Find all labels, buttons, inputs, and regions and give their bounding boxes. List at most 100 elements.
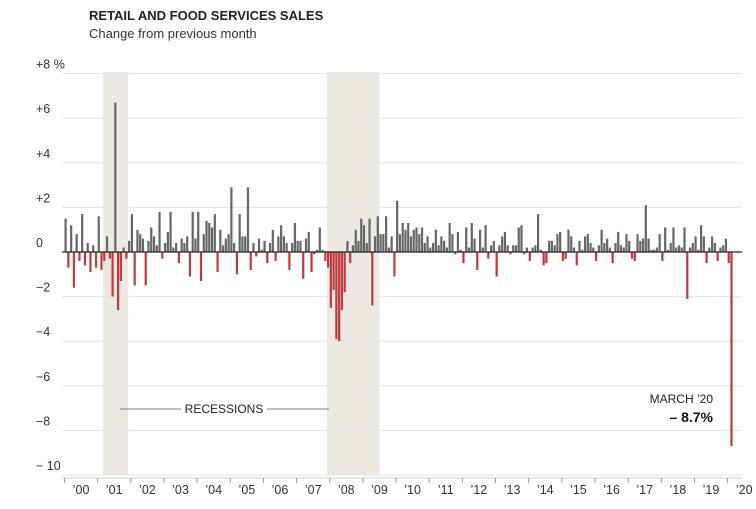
bar (293, 223, 297, 252)
bar (180, 238, 183, 252)
bar (536, 214, 540, 252)
x-tick-label: ’19 (703, 483, 720, 497)
bar (216, 252, 219, 273)
bar (614, 243, 617, 252)
bar (172, 247, 175, 252)
bar (122, 247, 125, 252)
bar (252, 243, 255, 252)
bar (144, 252, 147, 286)
bar (559, 231, 562, 252)
bar (495, 252, 498, 277)
bar (147, 240, 150, 252)
bar (241, 236, 244, 252)
bar (724, 238, 728, 252)
x-tick-label: ’09 (371, 483, 388, 497)
bar (255, 252, 258, 257)
y-tick-label: +8 % (36, 58, 65, 72)
bar (332, 252, 335, 290)
bar (476, 252, 479, 270)
bar (473, 238, 476, 252)
x-tick-label: ’14 (537, 483, 554, 497)
bar (572, 247, 576, 252)
bar (133, 252, 136, 286)
x-tick-label: ’07 (305, 483, 322, 497)
bar (282, 236, 285, 252)
bar (545, 252, 548, 264)
bar (266, 252, 269, 264)
bar (431, 243, 435, 252)
bar (628, 240, 631, 252)
bar (393, 252, 396, 277)
bar (108, 252, 111, 259)
annotation-value: – 8.7% (669, 409, 713, 425)
bar (498, 245, 501, 252)
chart-title: RETAIL AND FOOD SERVICES SALES (89, 8, 324, 23)
x-tick-label: ’18 (670, 483, 687, 497)
bar (360, 218, 363, 252)
bar (321, 249, 324, 252)
bar (708, 247, 711, 252)
y-tick-label: −8 (36, 414, 50, 428)
bar (606, 238, 609, 252)
x-tick-label: ’20 (736, 483, 753, 497)
bar (390, 236, 393, 252)
x-tick-label: ’06 (272, 483, 289, 497)
bar (304, 238, 308, 252)
bar (376, 216, 379, 252)
bar (666, 249, 670, 252)
bar (213, 214, 216, 252)
bar (365, 243, 368, 252)
bar (210, 227, 214, 252)
bar (619, 245, 623, 252)
bar (125, 252, 128, 259)
chart-subtitle: Change from previous month (89, 26, 257, 41)
axis-layer: +8 % +6 +4 +2 0 −2 −4 −6 −8 − 10 ’00 ’01 ’02 ’03 ’04 ’0… (36, 58, 753, 497)
bar (481, 247, 484, 252)
bar (445, 247, 448, 252)
bar (517, 227, 520, 252)
bar (235, 252, 239, 275)
bar (396, 200, 399, 252)
bar (89, 252, 92, 273)
bar (448, 223, 451, 252)
bar (92, 245, 95, 252)
bar (224, 238, 227, 252)
bar (407, 223, 410, 252)
bar (268, 243, 272, 252)
bar (72, 252, 75, 288)
bar (561, 252, 565, 261)
bar (437, 245, 440, 252)
bar (221, 245, 225, 252)
bar (186, 236, 189, 252)
bar (249, 252, 252, 270)
bar (119, 252, 122, 281)
bar (373, 236, 377, 252)
y-tick-label: − 10 (36, 459, 61, 473)
bar (467, 247, 471, 252)
bar (655, 247, 658, 252)
y-tick-label: +6 (36, 102, 50, 116)
bar (630, 252, 634, 259)
bar (661, 252, 664, 261)
bar (318, 227, 321, 252)
bar (722, 245, 725, 252)
bar (175, 243, 178, 252)
bar (459, 249, 462, 252)
bar (420, 227, 424, 252)
bar (340, 252, 344, 310)
bar (462, 252, 465, 264)
bar (664, 227, 667, 252)
bar (528, 252, 531, 261)
bar (382, 234, 385, 252)
bar (669, 243, 672, 252)
bar (578, 240, 581, 252)
bar (583, 236, 587, 252)
bar (371, 252, 374, 306)
bar (219, 229, 222, 252)
bar (622, 247, 625, 252)
bar (542, 252, 545, 266)
x-tick-label: ’10 (404, 483, 421, 497)
bar (592, 247, 595, 252)
bar (501, 236, 504, 252)
